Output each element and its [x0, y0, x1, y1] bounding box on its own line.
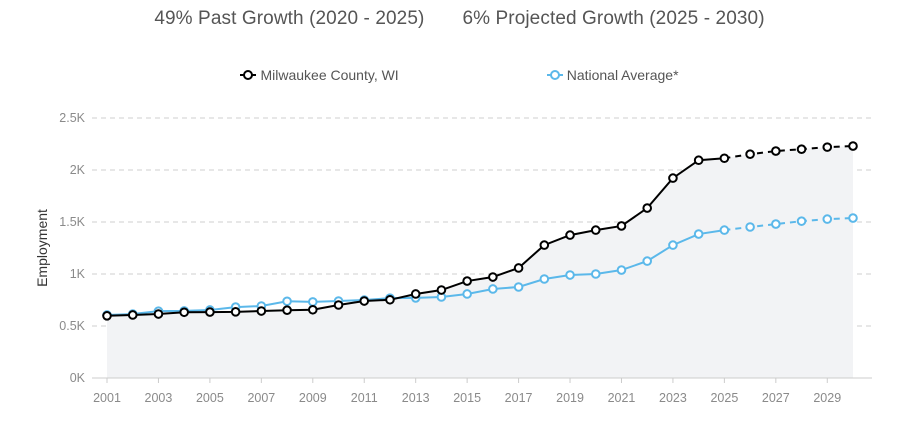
data-point[interactable]: [513, 282, 524, 292]
x-tick-label: 2029: [813, 391, 841, 405]
data-point[interactable]: [771, 219, 781, 229]
data-point[interactable]: [282, 305, 292, 315]
data-point[interactable]: [590, 225, 601, 235]
x-tick-label: 2013: [402, 391, 430, 405]
legend-item-milwaukee[interactable]: Milwaukee County, WI: [240, 64, 399, 86]
x-tick-label: 2027: [762, 391, 790, 405]
data-point[interactable]: [848, 213, 858, 223]
data-point[interactable]: [771, 146, 781, 156]
y-tick-label: 0.5K: [59, 319, 85, 333]
data-point[interactable]: [307, 297, 318, 307]
x-tick-label: 2019: [556, 391, 584, 405]
data-point[interactable]: [668, 240, 678, 250]
x-tick-label: 2007: [247, 391, 275, 405]
y-axis-label: Employment: [34, 209, 50, 287]
y-tick-label: 2.5K: [59, 111, 85, 125]
data-point[interactable]: [205, 307, 215, 317]
data-point[interactable]: [745, 149, 755, 159]
data-point[interactable]: [488, 272, 498, 282]
data-point[interactable]: [359, 296, 370, 306]
data-point[interactable]: [796, 144, 807, 154]
data-point[interactable]: [642, 203, 653, 213]
data-point[interactable]: [616, 221, 627, 231]
data-point[interactable]: [256, 306, 267, 316]
data-point[interactable]: [127, 310, 138, 320]
x-tick-label: 2023: [659, 391, 687, 405]
data-point[interactable]: [565, 270, 575, 280]
chart-legend: Milwaukee County, WI National Average*: [0, 64, 919, 86]
x-tick-label: 2025: [710, 391, 738, 405]
legend-label-national: National Average*: [566, 67, 679, 83]
data-point[interactable]: [333, 300, 344, 310]
data-point[interactable]: [565, 230, 575, 240]
data-point[interactable]: [693, 155, 704, 166]
data-point[interactable]: [719, 225, 730, 235]
data-point[interactable]: [796, 216, 807, 226]
x-tick-label: 2005: [196, 391, 224, 405]
y-tick-label: 1.5K: [59, 215, 85, 229]
projected-growth-label: 6% Projected Growth (2025 - 2030): [462, 8, 765, 29]
data-point[interactable]: [616, 265, 627, 275]
y-tick-label: 0K: [70, 371, 86, 385]
data-point[interactable]: [462, 289, 472, 299]
data-point[interactable]: [102, 311, 112, 321]
data-point[interactable]: [488, 284, 498, 294]
x-tick-label: 2015: [453, 391, 481, 405]
data-point[interactable]: [307, 304, 318, 315]
data-point[interactable]: [590, 269, 601, 279]
data-point[interactable]: [282, 296, 292, 307]
growth-headline: 49% Past Growth (2020 - 2025) 6% Project…: [0, 8, 919, 38]
x-tick-label: 2003: [145, 391, 173, 405]
x-tick-label: 2011: [351, 391, 378, 405]
series-group: [102, 141, 858, 321]
x-tick-label: 2009: [299, 391, 327, 405]
data-point[interactable]: [745, 222, 755, 232]
x-tick-label: 2001: [93, 391, 121, 405]
data-point[interactable]: [539, 240, 550, 250]
x-axis-ticks: 2001 2003 2005 2007 2009 2011 2013 2015 2017 2019…: [93, 378, 841, 405]
y-axis-ticks: 0K 0.5K 1K 1.5K 2K 2.5K: [59, 111, 85, 385]
data-point[interactable]: [462, 276, 472, 286]
data-point[interactable]: [436, 285, 447, 295]
projection-area-fill: [107, 146, 853, 378]
data-point[interactable]: [539, 274, 550, 284]
past-growth-label: 49% Past Growth (2020 - 2025): [154, 8, 425, 29]
data-point[interactable]: [822, 142, 833, 152]
data-point[interactable]: [385, 294, 395, 305]
x-tick-label: 2017: [505, 391, 533, 405]
series-0: [102, 141, 858, 321]
data-point[interactable]: [410, 289, 421, 299]
legend-marker-milwaukee-icon: [240, 70, 257, 80]
legend-item-national[interactable]: National Average*: [546, 64, 679, 86]
data-point[interactable]: [693, 229, 704, 239]
data-point[interactable]: [513, 263, 524, 273]
data-point[interactable]: [719, 153, 730, 164]
data-point[interactable]: [179, 307, 189, 318]
legend-label-milwaukee: Milwaukee County, WI: [260, 67, 399, 83]
y-tick-label: 2K: [70, 163, 86, 177]
x-tick-label: 2021: [608, 391, 636, 405]
legend-marker-national-icon: [546, 70, 563, 80]
data-point[interactable]: [642, 256, 653, 266]
data-point[interactable]: [668, 173, 678, 183]
data-point[interactable]: [230, 307, 241, 317]
data-point[interactable]: [822, 214, 833, 224]
data-point[interactable]: [153, 309, 164, 319]
data-point[interactable]: [848, 141, 858, 151]
y-tick-label: 1K: [70, 267, 86, 281]
